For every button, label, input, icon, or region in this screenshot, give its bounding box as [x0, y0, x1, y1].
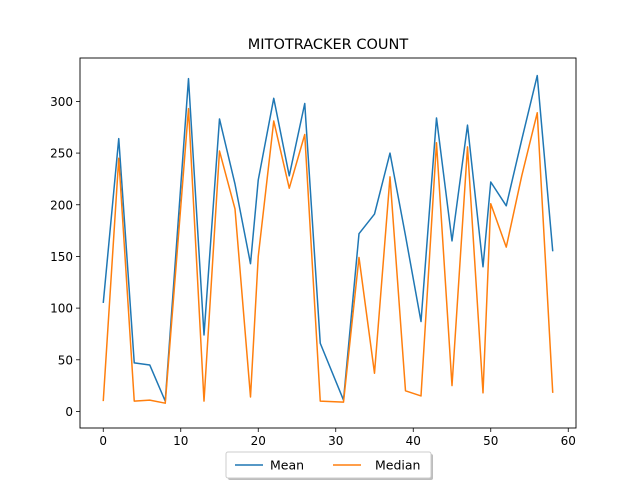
y-tick-label: 300 [50, 95, 73, 109]
y-tick-label: 50 [58, 353, 73, 367]
x-tick-label: 60 [561, 434, 576, 448]
plot-frame [79, 57, 577, 429]
x-tick-label: 10 [173, 434, 188, 448]
legend: Mean Median [225, 451, 433, 480]
chart-title: MITOTRACKER COUNT [248, 37, 409, 53]
legend-box [225, 451, 432, 479]
y-tick-label: 100 [50, 302, 73, 316]
x-tick-label: 20 [251, 434, 266, 448]
x-tick-label: 50 [483, 434, 498, 448]
legend-label-median: Median [375, 458, 420, 473]
y-tick-label: 150 [50, 250, 73, 264]
x-tick-label: 0 [99, 434, 107, 448]
x-tick-label: 30 [328, 434, 343, 448]
y-tick-label: 250 [50, 147, 73, 161]
axes: 0 10 20 30 40 50 60 0 50 100 150 200 250 300 [50, 95, 576, 448]
series-layer [102, 74, 554, 404]
y-tick-label: 200 [50, 198, 73, 212]
legend-label-mean: Mean [270, 458, 304, 473]
x-tick-label: 40 [406, 434, 421, 448]
y-tick-label: 0 [65, 405, 73, 419]
series-line-mean [102, 74, 554, 402]
series-line-median [102, 107, 554, 404]
